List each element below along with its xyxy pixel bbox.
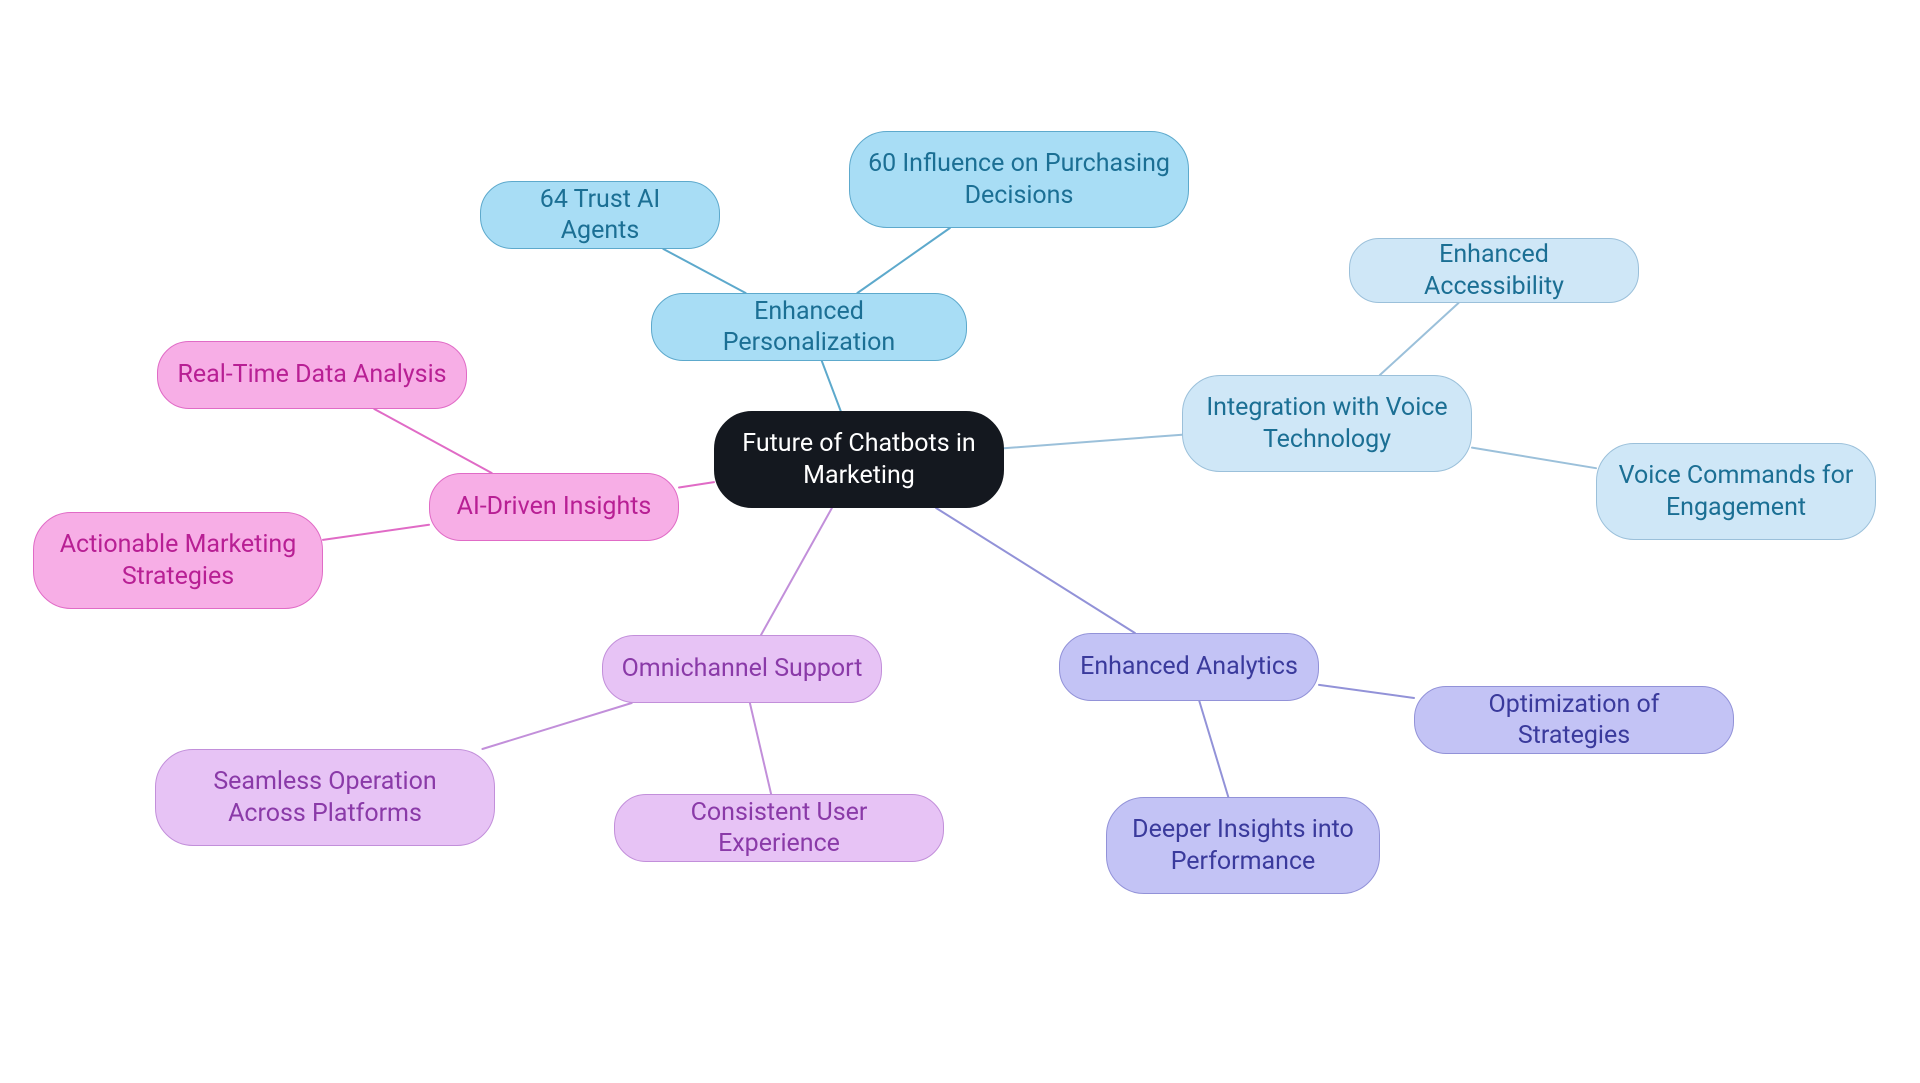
node-access: Enhanced Accessibility: [1349, 238, 1639, 303]
node-optimize: Optimization of Strategies: [1414, 686, 1734, 754]
edge: [750, 703, 771, 794]
edge: [761, 508, 832, 635]
edge: [1472, 448, 1596, 469]
edge: [1199, 701, 1228, 797]
node-realtime: Real-Time Data Analysis: [157, 341, 467, 409]
edge: [663, 249, 745, 293]
node-trust: 64 Trust AI Agents: [480, 181, 720, 249]
node-influence: 60 Influence on Purchasing Decisions: [849, 131, 1189, 228]
node-analytics: Enhanced Analytics: [1059, 633, 1319, 701]
node-omni: Omnichannel Support: [602, 635, 882, 703]
edge: [679, 482, 714, 487]
node-consistent: Consistent User Experience: [614, 794, 944, 862]
mindmap-canvas: Future of Chatbots in Marketing Enhanced …: [0, 0, 1920, 1083]
edge: [936, 508, 1135, 633]
edge: [1380, 303, 1459, 375]
node-voice: Integration with Voice Technology: [1182, 375, 1472, 472]
edge: [482, 703, 631, 749]
node-deeper: Deeper Insights into Performance: [1106, 797, 1380, 894]
edge: [1004, 435, 1182, 449]
node-voicecmd: Voice Commands for Engagement: [1596, 443, 1876, 540]
node-personalization: Enhanced Personalization: [651, 293, 967, 361]
edge: [1319, 685, 1414, 698]
edge: [857, 228, 950, 293]
edge: [822, 361, 841, 411]
node-aidriven: AI-Driven Insights: [429, 473, 679, 541]
edge: [323, 525, 429, 540]
node-actionable: Actionable Marketing Strategies: [33, 512, 323, 609]
node-seamless: Seamless Operation Across Platforms: [155, 749, 495, 846]
edge: [374, 409, 491, 473]
node-center: Future of Chatbots in Marketing: [714, 411, 1004, 508]
